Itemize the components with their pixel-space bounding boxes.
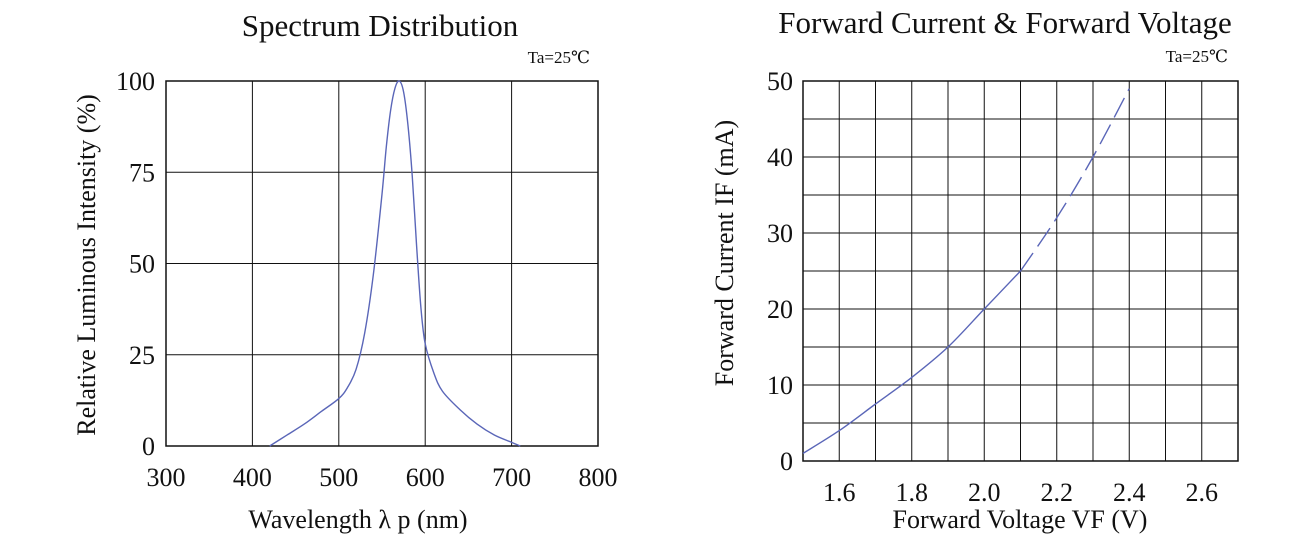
y-axis-label: Forward Current IF (mA): [710, 120, 739, 386]
x-tick-label: 1.8: [896, 478, 929, 507]
y-tick-label: 40: [767, 143, 793, 172]
x-axis-label: Forward Voltage VF (V): [893, 505, 1148, 534]
series-line-dashed: [1019, 88, 1130, 272]
y-tick-label: 25: [129, 341, 155, 370]
series-line: [269, 80, 521, 447]
x-tick-label: 500: [319, 463, 358, 492]
x-tick-label: 400: [233, 463, 272, 492]
x-tick-label: 600: [406, 463, 445, 492]
y-tick-label: 10: [767, 371, 793, 400]
y-tick-label: 75: [129, 158, 155, 187]
x-tick-label: 2.2: [1041, 478, 1074, 507]
y-tick-label: 30: [767, 219, 793, 248]
plot-frame: [802, 80, 1239, 462]
y-tick-label: 50: [767, 67, 793, 96]
x-tick-label: 300: [147, 463, 186, 492]
series-line: [802, 270, 1022, 454]
y-axis-label: Relative Luminous Intensity (%): [72, 94, 101, 436]
temperature-condition: Ta=25℃: [1166, 47, 1228, 66]
chart-title: Spectrum Distribution: [242, 8, 519, 43]
temperature-condition: Ta=25℃: [528, 48, 590, 67]
x-tick-label: 2.0: [968, 478, 1001, 507]
y-tick-label: 20: [767, 295, 793, 324]
x-tick-label: 1.6: [823, 478, 856, 507]
plot-frame: [165, 80, 599, 447]
x-tick-label: 700: [492, 463, 531, 492]
y-tick-label: 0: [142, 432, 155, 461]
x-tick-label: 2.4: [1113, 478, 1146, 507]
y-tick-label: 0: [780, 447, 793, 476]
y-tick-label: 100: [116, 67, 155, 96]
y-tick-label: 50: [129, 250, 155, 279]
x-axis-label: Wavelength λ p (nm): [248, 505, 467, 534]
chart-title: Forward Current & Forward Voltage: [778, 5, 1231, 40]
x-tick-label: 2.6: [1186, 478, 1219, 507]
x-tick-label: 800: [579, 463, 618, 492]
